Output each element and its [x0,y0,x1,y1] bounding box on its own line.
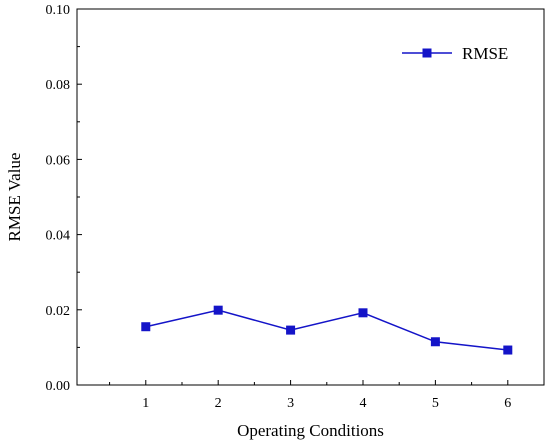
x-tick-label: 4 [359,396,366,411]
series-layer [141,305,513,355]
legend-label: RMSE [462,44,508,63]
y-axis-title: RMSE Value [5,153,24,242]
y-tick-label: 0.06 [46,153,71,168]
data-point [141,322,151,332]
legend: RMSE [402,44,508,63]
data-point [286,325,296,335]
y-tick-label: 0.00 [46,379,71,394]
data-point [503,345,513,355]
y-tick-label: 0.02 [46,304,71,319]
series-line [145,309,508,351]
x-tick-label: 1 [142,396,149,411]
legend-marker-swatch [422,48,432,58]
x-tick-label: 5 [432,396,439,411]
y-tick-label: 0.08 [46,78,71,93]
data-point [430,337,440,347]
data-point [358,308,368,318]
x-tick-label: 2 [215,396,222,411]
data-point [213,305,223,315]
y-tick-label: 0.10 [46,3,71,18]
x-tick-label: 6 [504,396,511,411]
y-axis: 0.00 0.02 0.04 0.06 0.08 0.10 [46,3,82,394]
x-axis: 1 2 3 4 5 6 [109,380,545,411]
x-tick-label: 3 [287,396,294,411]
x-axis-title: Operating Conditions [237,421,384,440]
y-tick-label: 0.04 [46,229,71,244]
